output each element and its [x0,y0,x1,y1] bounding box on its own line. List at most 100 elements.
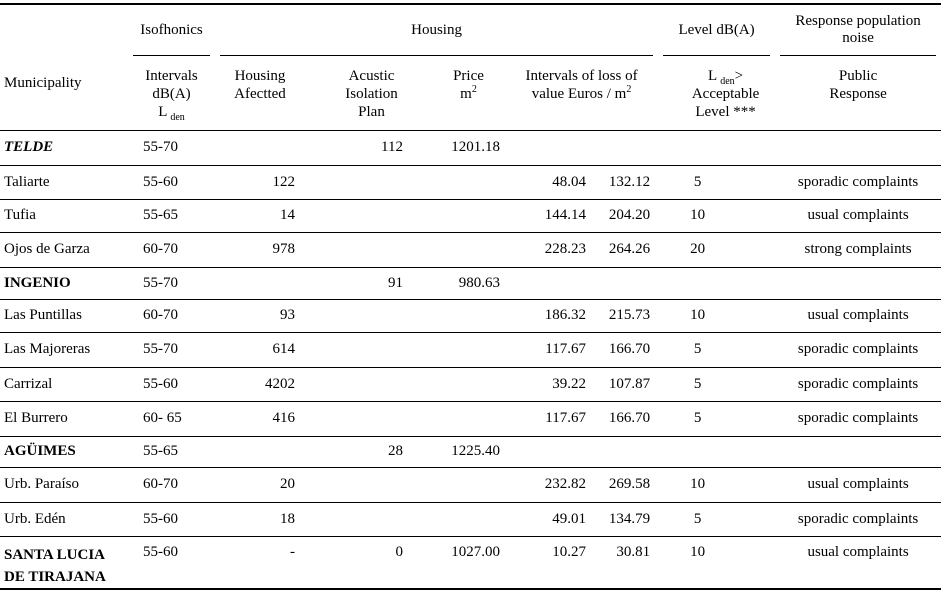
cell-municipality: El Burrero [0,400,128,436]
cell-level-exceed: 10 [658,535,776,589]
cell-public-response: usual complaints [775,535,941,589]
cell-acustic-plan [305,366,412,401]
cell-intervals: 55-60 [128,366,215,401]
cell-housing-affected [215,435,305,467]
cell-loss-high: 107.87 [592,366,659,401]
table-row: Las Majoreras 55-70 614 117.67 166.70 5 … [0,331,941,367]
cell-price [412,466,505,502]
cell-municipality: SANTA LUCIA DE TIRAJANA [0,535,128,589]
header-group-row: Municipality Isofhonics Housing Level dB… [0,4,941,131]
cell-municipality: Tufia [0,198,128,232]
cell-loss-high: 215.73 [592,298,659,332]
cell-intervals: 60- 65 [128,400,215,436]
unit-main: value Euros / m [531,86,627,102]
col-header-price: Price m2 [412,56,505,131]
cell-price: 1027.00 [412,535,505,589]
table-row-municipality: AGÜIMES 55-65 28 1225.40 [0,435,941,467]
cell-housing-affected: - [215,535,305,589]
cell-loss-high: 204.20 [592,198,659,232]
noise-housing-table: Municipality Isofhonics Housing Level dB… [0,3,941,590]
cell-loss-high: 264.26 [592,231,659,267]
header-block: Price m2 [422,67,515,103]
table-row: Carrizal 55-60 4202 39.22 107.87 5 spora… [0,366,941,401]
table-row-municipality: TELDE 55-70 112 1201.18 [0,129,941,165]
cell-public-response: strong complaints [775,231,941,267]
cell-price: 980.63 [412,266,505,299]
cell-intervals: 55-65 [128,435,215,467]
cell-acustic-plan: 91 [305,266,412,299]
header-block: Acustic Isolation Plan [318,67,425,121]
cell-acustic-plan [305,164,412,199]
cell-price [412,400,505,436]
cell-loss-high [592,266,659,299]
header-line: Intervals [145,68,198,84]
cell-municipality: Taliarte [0,164,128,199]
cell-loss-low: 144.14 [505,198,592,232]
cell-intervals: 55-60 [128,164,215,199]
cell-loss-low [505,129,592,165]
col-header-housing-affected: Housing Afectted [215,56,305,131]
table-row: Tufia 55-65 14 144.14 204.20 10 usual co… [0,198,941,232]
table-row: Urb. Paraíso 60-70 20 232.82 269.58 10 u… [0,466,941,502]
cell-level-exceed [658,266,776,299]
unit-sup: 2 [626,84,632,95]
table-row-municipality: SANTA LUCIA DE TIRAJANA 55-60 - 0 1027.0… [0,535,941,589]
cell-intervals: 60-70 [128,298,215,332]
cell-level-exceed: 5 [658,501,776,536]
cell-public-response: usual complaints [775,466,941,502]
header-line: Isolation [345,86,398,102]
cell-public-response: sporadic complaints [775,501,941,536]
lden-sub: den [170,112,185,123]
cell-price [412,366,505,401]
cell-acustic-plan [305,231,412,267]
cell-municipality: INGENIO [0,266,128,299]
cell-loss-low: 232.82 [505,466,592,502]
cell-housing-affected: 18 [215,501,305,536]
cell-price [412,231,505,267]
cell-acustic-plan [305,466,412,502]
cell-loss-high [592,435,659,467]
cell-public-response: usual complaints [775,198,941,232]
cell-loss-low: 117.67 [505,400,592,436]
cell-loss-low: 39.22 [505,366,592,401]
cell-housing-affected: 14 [215,198,305,232]
group-header-isofhonics: Isofhonics [128,4,215,56]
unit-main: m [460,86,472,102]
col-header-loss-intervals: Intervals of loss of value Euros / m2 [505,56,659,131]
cell-loss-high: 269.58 [592,466,659,502]
group-label: Level dB(A) [663,5,771,56]
cell-loss-low: 48.04 [505,164,592,199]
cell-loss-low: 49.01 [505,501,592,536]
cell-level-exceed: 10 [658,298,776,332]
cell-public-response: sporadic complaints [775,164,941,199]
cell-public-response: usual complaints [775,298,941,332]
header-line: Price [453,68,484,84]
header-line: Public [838,68,878,84]
cell-price [412,331,505,367]
gt-sign: > [734,68,744,84]
header-line: Intervals of loss of [525,68,638,84]
cell-intervals: 60-70 [128,466,215,502]
cell-price [412,198,505,232]
cell-public-response: sporadic complaints [775,400,941,436]
cell-level-exceed: 20 [658,231,776,267]
cell-loss-high: 134.79 [592,501,659,536]
cell-level-exceed [658,435,776,467]
cell-municipality: Las Puntillas [0,298,128,332]
cell-level-exceed: 10 [658,198,776,232]
table-row: Urb. Edén 55-60 18 49.01 134.79 5 sporad… [0,501,941,536]
cell-municipality: Urb. Edén [0,501,128,536]
header-line: Acceptable [691,86,760,102]
cell-intervals: 55-60 [128,535,215,589]
cell-level-exceed: 5 [658,164,776,199]
cell-housing-affected: 614 [215,331,305,367]
cell-price [412,501,505,536]
cell-loss-high [592,129,659,165]
header-line: Plan [358,104,385,120]
cell-public-response: sporadic complaints [775,331,941,367]
header-line: Response [829,86,887,102]
lden-main: L [708,68,718,84]
group-label: Response population noise [780,5,937,56]
